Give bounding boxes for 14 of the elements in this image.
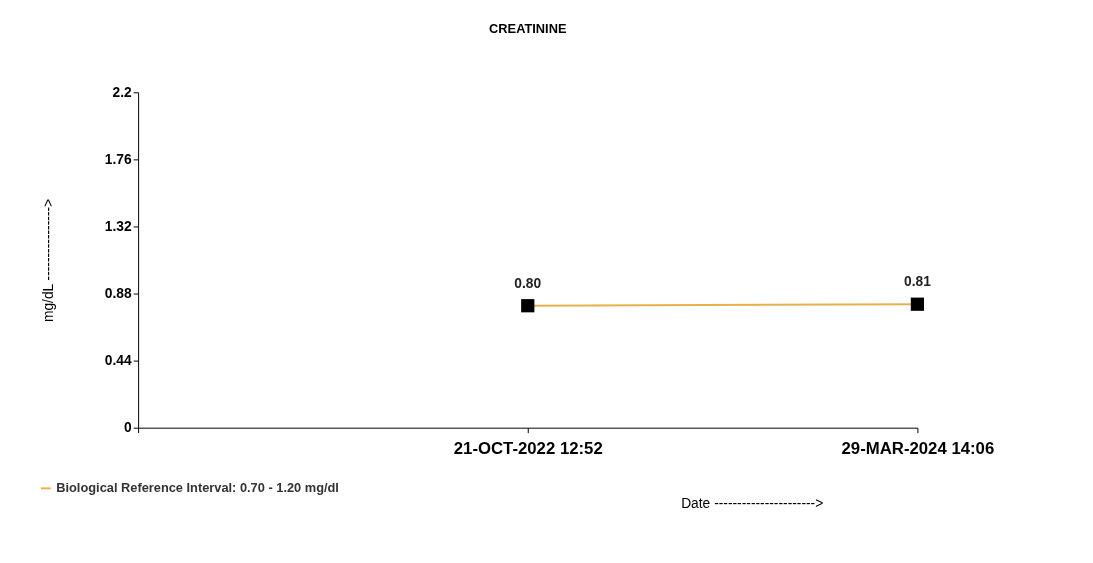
x-tick-label: 21-OCT-2022 12:52 — [453, 438, 603, 458]
legend-label: Biological Reference Interval: 0.70 - 1.20 mg/dl — [56, 480, 339, 496]
y-tick-label: 2.2 — [112, 83, 133, 100]
x-tick-label: 29-MAR-2024 14:06 — [841, 438, 995, 458]
data-label: 0.80 — [514, 274, 542, 291]
chart-title: CREATININE — [489, 21, 567, 37]
y-tick-label: 0 — [124, 419, 133, 436]
y-tick-label: 0.88 — [104, 284, 133, 301]
y-tick-label: 1.76 — [104, 150, 133, 167]
data-label: 0.81 — [903, 273, 932, 290]
y-axis-title: mg/dL ----------------> — [39, 198, 56, 323]
x-axis-title: Date ----------------------> — [681, 495, 824, 512]
y-tick-label: 0.44 — [104, 352, 133, 369]
y-tick-label: 1.32 — [104, 217, 133, 234]
